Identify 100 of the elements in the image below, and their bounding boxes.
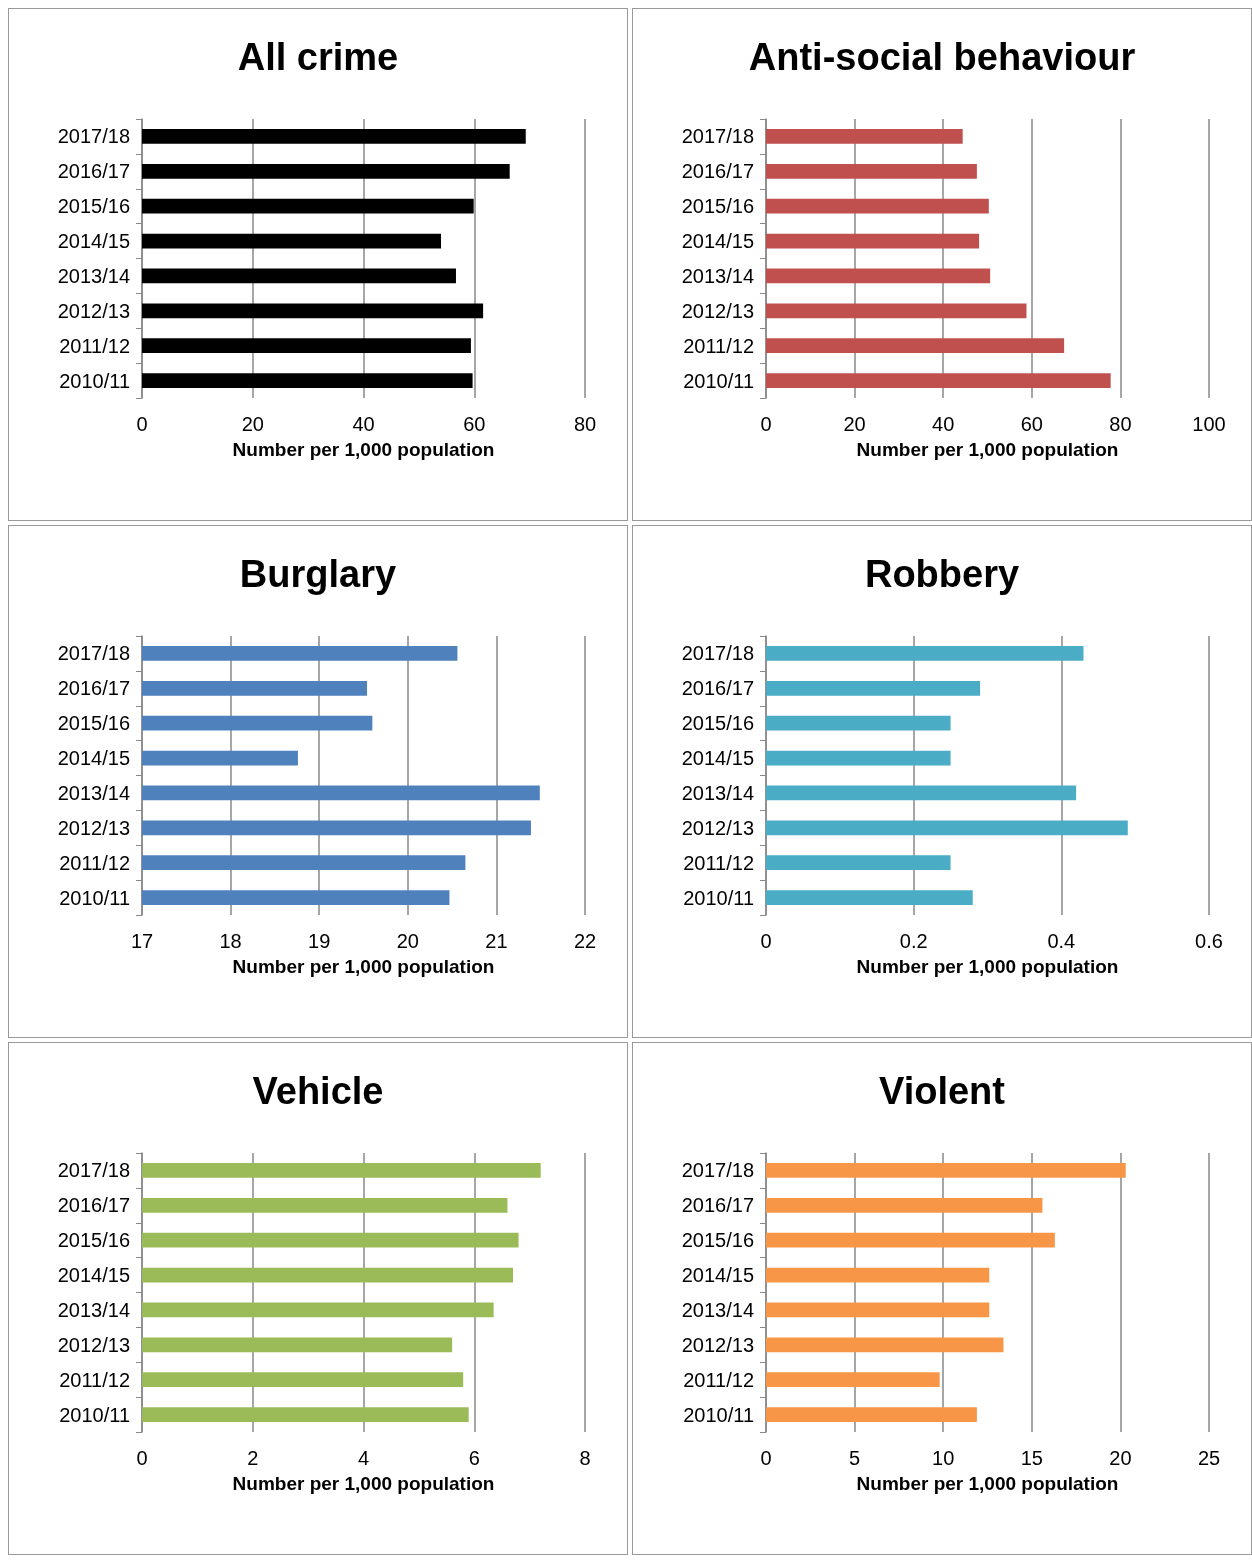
y-tick-label: 2012/13 xyxy=(57,299,130,322)
y-tick-label: 2014/15 xyxy=(681,747,754,770)
x-tick-label: 4 xyxy=(357,1447,370,1469)
bar xyxy=(766,129,963,144)
bar xyxy=(766,338,1065,354)
bar xyxy=(142,1407,469,1422)
x-axis-title: Number per 1,000 population xyxy=(856,956,1119,977)
bar xyxy=(766,750,951,766)
y-tick-label: 2017/18 xyxy=(57,1159,130,1182)
y-tick-label: 2011/12 xyxy=(683,334,754,357)
x-axis-title: Number per 1,000 population xyxy=(856,1473,1119,1494)
x-tick-label: 0 xyxy=(760,1447,772,1469)
x-tick-label: 22 xyxy=(573,930,597,952)
x-tick-label: 0 xyxy=(136,1447,148,1469)
x-tick-label: 15 xyxy=(1020,1447,1043,1469)
y-tick-label: 2013/14 xyxy=(681,781,754,804)
bar xyxy=(766,855,951,871)
x-tick-label: 60 xyxy=(463,413,486,435)
bar xyxy=(142,1337,453,1353)
y-tick-label: 2013/14 xyxy=(681,1298,754,1321)
bar xyxy=(766,1302,990,1318)
y-tick-label: 2010/11 xyxy=(59,886,130,909)
bar xyxy=(142,303,484,319)
x-axis-title: Number per 1,000 population xyxy=(232,956,495,977)
x-tick-label: 5 xyxy=(849,1447,861,1469)
bar xyxy=(766,303,1027,319)
bar xyxy=(766,1372,940,1388)
y-tick-label: 2015/16 xyxy=(681,195,754,218)
y-tick-label: 2012/13 xyxy=(681,816,754,839)
y-tick-label: 2012/13 xyxy=(681,299,754,322)
y-tick-label: 2014/15 xyxy=(681,1264,754,1287)
bar xyxy=(142,1232,519,1248)
x-tick-label: 20 xyxy=(396,930,419,952)
y-tick-label: 2015/16 xyxy=(681,712,754,735)
bar xyxy=(142,129,526,144)
bar xyxy=(766,1197,1043,1213)
x-tick-label: 25 xyxy=(1197,1447,1221,1469)
bar xyxy=(766,785,1077,801)
y-tick-label: 2013/14 xyxy=(57,1298,130,1321)
y-tick-label: 2017/18 xyxy=(681,642,754,665)
x-tick-label: 20 xyxy=(1109,1447,1132,1469)
bar xyxy=(142,233,442,249)
x-tick-label: 40 xyxy=(932,413,955,435)
y-tick-label: 2011/12 xyxy=(683,851,754,874)
bar xyxy=(766,1267,990,1283)
bar xyxy=(766,163,977,179)
x-tick-label: 80 xyxy=(1109,413,1132,435)
x-tick-label: 60 xyxy=(1020,413,1043,435)
y-tick-label: 2015/16 xyxy=(57,1229,130,1252)
x-tick-label: 0.6 xyxy=(1195,930,1223,952)
y-tick-label: 2010/11 xyxy=(683,886,754,909)
bar xyxy=(766,1407,977,1422)
chart-title: Robbery xyxy=(864,553,1020,595)
bar xyxy=(766,268,991,284)
x-tick-label: 10 xyxy=(932,1447,955,1469)
y-tick-label: 2016/17 xyxy=(57,1194,130,1217)
y-tick-label: 2017/18 xyxy=(57,125,130,148)
y-tick-label: 2017/18 xyxy=(681,125,754,148)
y-tick-label: 2011/12 xyxy=(59,334,130,357)
x-axis-title: Number per 1,000 population xyxy=(232,439,495,460)
y-tick-label: 2011/12 xyxy=(59,851,130,874)
x-tick-label: 8 xyxy=(579,1447,591,1469)
y-tick-label: 2015/16 xyxy=(57,195,130,218)
x-tick-label: 20 xyxy=(843,413,866,435)
y-tick-label: 2012/13 xyxy=(681,1333,754,1356)
bar xyxy=(766,680,981,696)
bar xyxy=(766,715,951,731)
bar xyxy=(142,163,510,179)
x-axis-title: Number per 1,000 population xyxy=(856,439,1119,460)
y-tick-label: 2011/12 xyxy=(683,1368,754,1391)
bar xyxy=(766,373,1111,388)
bar xyxy=(766,1232,1055,1248)
y-tick-label: 2016/17 xyxy=(57,677,130,700)
bar xyxy=(766,890,973,905)
bar xyxy=(766,1163,1126,1178)
x-tick-label: 40 xyxy=(352,413,375,435)
chart-title: Burglary xyxy=(239,553,397,595)
x-tick-label: 0 xyxy=(760,930,772,952)
x-tick-label: 6 xyxy=(468,1447,480,1469)
bar xyxy=(766,1337,1004,1353)
y-tick-label: 2014/15 xyxy=(681,230,754,253)
x-tick-label: 80 xyxy=(573,413,597,435)
y-tick-label: 2013/14 xyxy=(57,264,130,287)
bar xyxy=(142,1197,508,1213)
bar xyxy=(142,268,456,284)
y-tick-label: 2014/15 xyxy=(57,230,130,253)
chart-title: Anti-social behaviour xyxy=(748,36,1136,78)
x-tick-label: 100 xyxy=(1192,413,1226,435)
y-tick-label: 2010/11 xyxy=(59,1403,130,1426)
y-tick-label: 2013/14 xyxy=(681,264,754,287)
bar xyxy=(142,1163,541,1178)
y-tick-label: 2010/11 xyxy=(683,369,754,392)
x-tick-label: 19 xyxy=(308,930,331,952)
bar xyxy=(142,373,473,388)
y-tick-label: 2016/17 xyxy=(681,1194,754,1217)
x-tick-label: 0 xyxy=(136,413,148,435)
x-tick-label: 21 xyxy=(485,930,508,952)
bar xyxy=(766,233,980,249)
x-tick-label: 17 xyxy=(130,930,154,952)
bar xyxy=(766,820,1128,836)
